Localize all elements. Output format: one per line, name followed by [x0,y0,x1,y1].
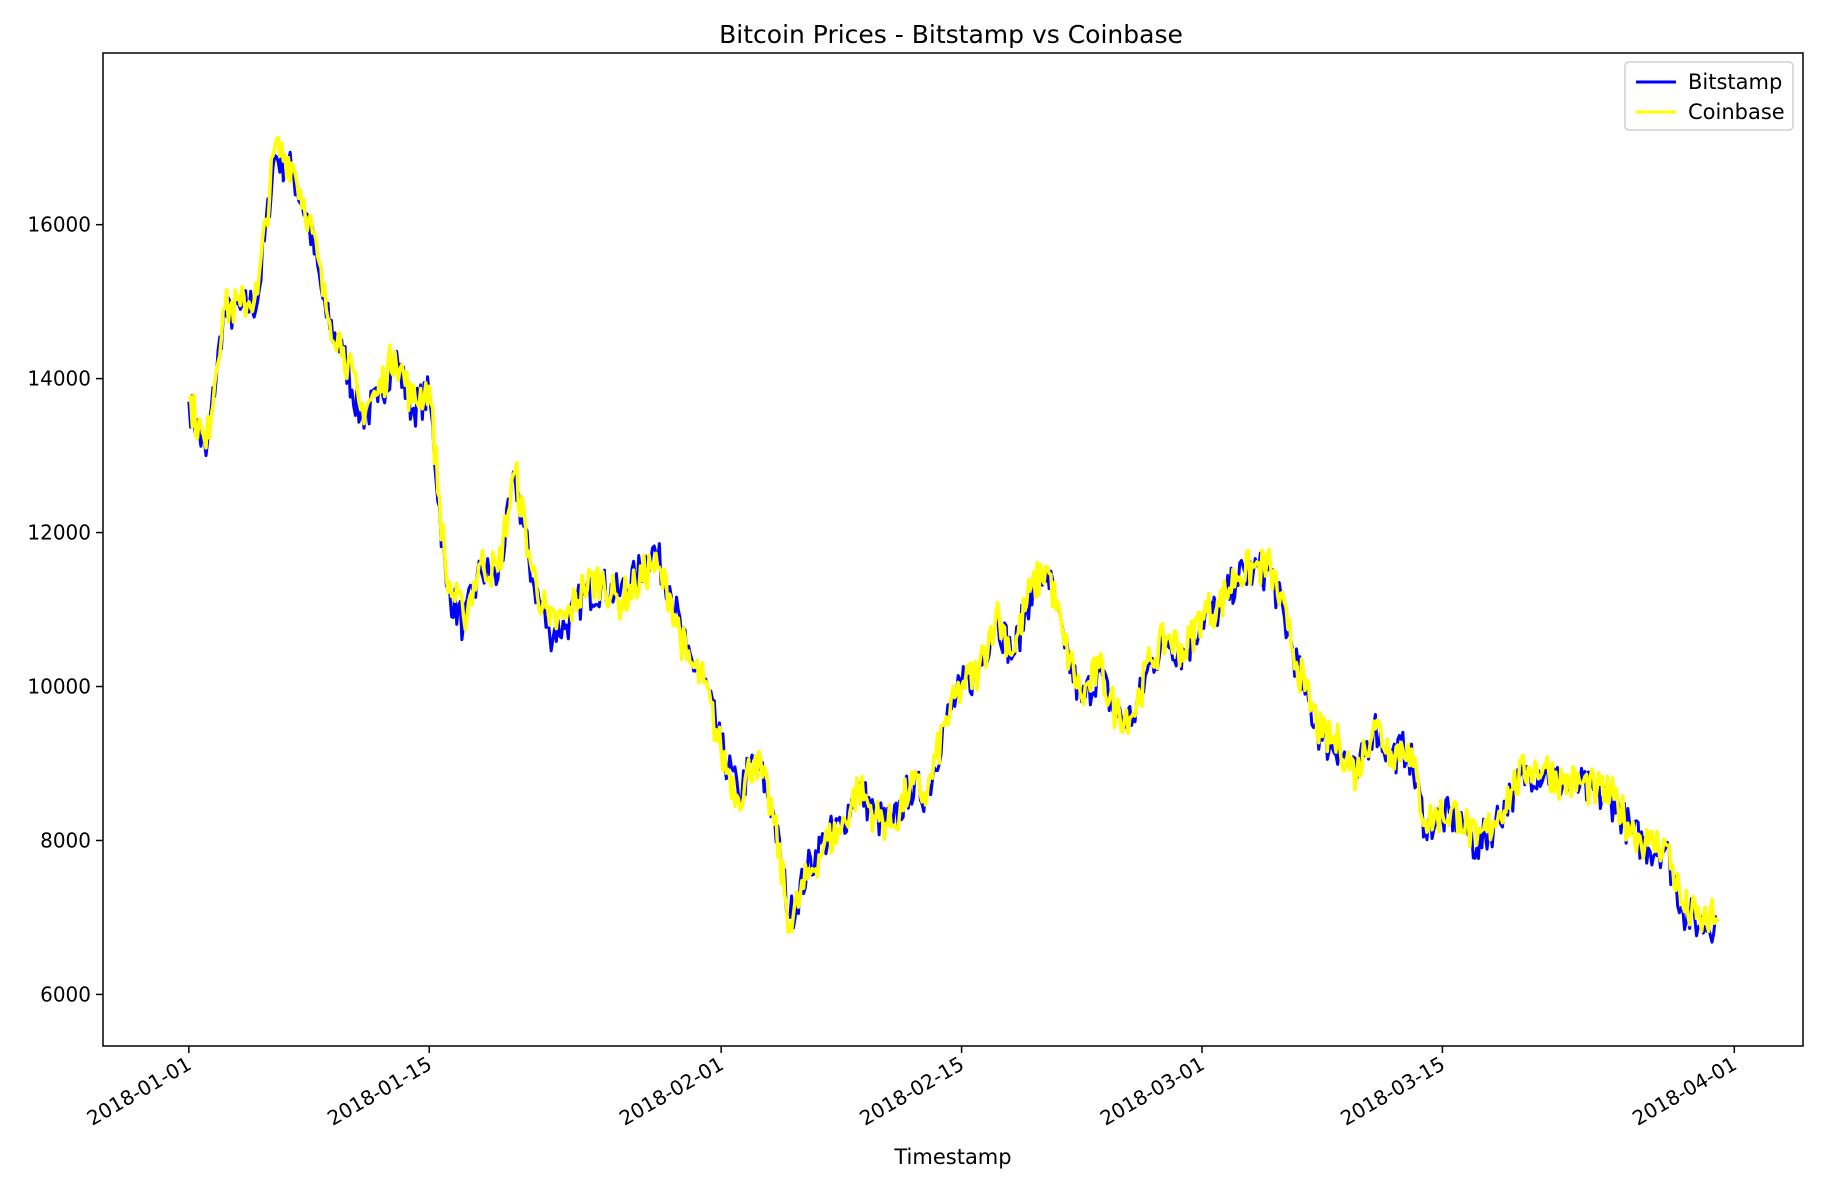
x-axis-label: Timestamp [893,1145,1011,1169]
chart-title: Bitcoin Prices - Bitstamp vs Coinbase [719,20,1183,49]
plot-background [103,53,1803,1046]
legend-items: Bitstamp Coinbase [1636,70,1785,124]
y-axis: 6000 8000 10000 12000 14000 16000 [27,213,103,1006]
y-tick-label: 8000 [40,828,91,852]
legend-label-coinbase: Coinbase [1688,100,1785,124]
y-tick-label: 6000 [40,982,91,1006]
legend: Bitstamp Coinbase [1624,61,1794,131]
y-tick-label: 12000 [27,521,91,545]
y-tick-label: 16000 [27,213,91,237]
plot-frame [102,52,1804,1047]
legend-label-bitstamp: Bitstamp [1688,70,1782,94]
series-line-coinbase [187,135,1719,935]
y-tick-label: 14000 [27,367,91,391]
series-layer [187,135,1719,944]
plot-area [102,52,1804,1047]
y-tick-label: 10000 [27,675,91,699]
